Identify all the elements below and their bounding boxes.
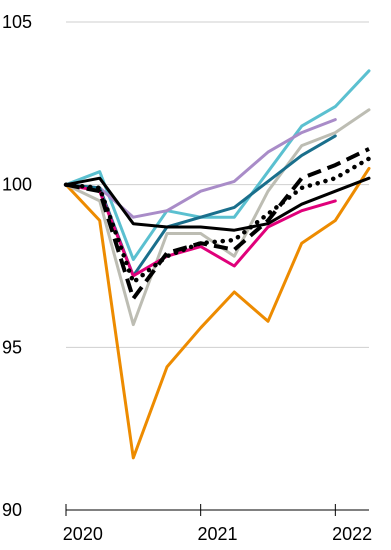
- tick-labels: 90 95 100 105 2020 2021 2022: [2, 12, 372, 544]
- x-tick-label-2020: 2020: [63, 524, 103, 544]
- series-line-1: [64, 166, 371, 460]
- x-tick-label-2022: 2022: [332, 524, 372, 544]
- series-line-9: [63, 156, 372, 285]
- series-line-6: [64, 183, 337, 278]
- series-line-3: [64, 69, 371, 261]
- series-line-8: [65, 147, 370, 301]
- series-line-7: [64, 176, 371, 232]
- series-lines: [63, 69, 372, 460]
- y-tick-label-90: 90: [2, 500, 22, 520]
- series-line-4: [64, 118, 337, 219]
- y-tick-label-100: 100: [2, 175, 32, 195]
- x-tick-label-2021: 2021: [197, 524, 237, 544]
- x-axis: [65, 504, 369, 516]
- y-tick-label-95: 95: [2, 337, 22, 357]
- y-tick-label-105: 105: [2, 12, 32, 32]
